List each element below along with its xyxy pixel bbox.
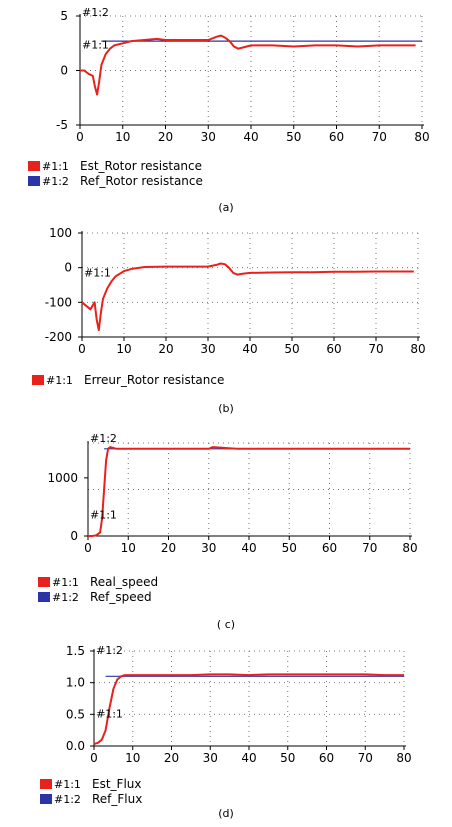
series-tag: #1:1 [84, 266, 111, 279]
x-tick-label: 30 [200, 342, 215, 356]
series-tag: #1:2 [82, 6, 109, 19]
y-tick-label: 0 [64, 261, 72, 275]
series-tag: #1:1 [90, 509, 117, 522]
x-tick-label: 30 [203, 751, 218, 765]
subfigure-caption: (a) [218, 201, 233, 214]
chart-3: 0 10 20 30 40 50 60 70 80 1.5 1.0 0.5 0.0 #1:2 #1:1 #1:… [40, 644, 412, 820]
x-tick-label: 80 [402, 541, 417, 555]
legend-swatch [28, 161, 40, 171]
x-tick-label: 10 [125, 751, 140, 765]
y-tick-label: 0 [70, 529, 78, 543]
y-tick-label: 0.5 [66, 707, 85, 721]
legend-tag: #1:1 [42, 160, 69, 173]
y-tick-label: 5 [60, 9, 68, 23]
x-tick-label: 10 [115, 130, 130, 144]
x-tick-label: 20 [161, 541, 176, 555]
y-tick-label: -200 [45, 330, 72, 344]
legend-swatch [32, 375, 44, 385]
subfigure-caption: (d) [218, 807, 234, 820]
legend-swatch [40, 794, 52, 804]
x-tick-label: 10 [116, 342, 131, 356]
x-tick-label: 80 [410, 342, 425, 356]
legend-swatch [38, 592, 50, 602]
x-tick-label: 70 [358, 751, 373, 765]
x-tick-label: 60 [322, 541, 337, 555]
y-tick-label: 100 [49, 226, 72, 240]
y-tick-label: 1.5 [66, 644, 85, 658]
legend-label: Erreur_Rotor resistance [84, 373, 224, 387]
series-tag: #1:1 [96, 708, 123, 721]
x-tick-label: 0 [76, 130, 84, 144]
legend-tag: #1:2 [42, 175, 69, 188]
legend-swatch [38, 577, 50, 587]
series-tag: #1:2 [96, 644, 123, 657]
y-tick-label: -5 [56, 118, 68, 132]
y-tick-label: 0 [60, 64, 68, 78]
x-tick-label: 70 [372, 130, 387, 144]
legend-label: Real_speed [90, 575, 158, 589]
legend-label: Ref_speed [90, 590, 152, 604]
y-tick-label: 1000 [47, 471, 78, 485]
x-tick-label: 40 [241, 751, 256, 765]
series-line [93, 673, 404, 746]
series-line [88, 446, 410, 537]
chart-2: 0 10 20 30 40 50 60 70 80 1000 0 #1:2 #1:1 #1:1 Real_s… [38, 432, 418, 631]
x-tick-label: 80 [414, 130, 429, 144]
legend-label: Est_Rotor resistance [80, 159, 202, 173]
x-tick-label: 60 [326, 342, 341, 356]
subfigure-caption: (b) [218, 402, 234, 415]
x-tick-label: 70 [368, 342, 383, 356]
x-tick-label: 40 [242, 342, 257, 356]
x-tick-label: 70 [362, 541, 377, 555]
x-tick-label: 20 [158, 130, 173, 144]
x-tick-label: 50 [284, 342, 299, 356]
chart-1: 0 10 20 30 40 50 60 70 80 100 0 -100 -200 #1:1 #1:1 Err… [32, 226, 426, 415]
x-tick-label: 30 [201, 541, 216, 555]
legend-swatch [28, 176, 40, 186]
x-tick-label: 0 [90, 751, 98, 765]
legend-swatch [40, 779, 52, 789]
x-tick-label: 50 [280, 751, 295, 765]
legend-label: Ref_Flux [92, 792, 142, 806]
x-tick-label: 50 [286, 130, 301, 144]
x-tick-label: 60 [319, 751, 334, 765]
x-tick-label: 40 [243, 130, 258, 144]
x-tick-label: 20 [158, 342, 173, 356]
legend-label: Est_Flux [92, 777, 141, 791]
x-tick-label: 30 [201, 130, 216, 144]
x-tick-label: 50 [282, 541, 297, 555]
series-tag: #1:2 [90, 432, 117, 445]
legend-tag: #1:1 [54, 778, 81, 791]
y-tick-label: 0.0 [66, 739, 85, 753]
legend-tag: #1:1 [46, 374, 73, 387]
series-tag: #1:1 [82, 39, 109, 52]
series-line [80, 34, 416, 96]
x-tick-label: 80 [396, 751, 411, 765]
x-tick-label: 10 [121, 541, 136, 555]
legend-tag: #1:2 [52, 591, 79, 604]
legend-tag: #1:2 [54, 793, 81, 806]
x-tick-label: 20 [164, 751, 179, 765]
legend-label: Ref_Rotor resistance [80, 174, 203, 188]
x-tick-label: 0 [84, 541, 92, 555]
x-tick-label: 0 [78, 342, 86, 356]
y-tick-label: -100 [45, 295, 72, 309]
x-tick-label: 60 [329, 130, 344, 144]
x-tick-label: 40 [241, 541, 256, 555]
series-line [81, 262, 414, 332]
legend-tag: #1:1 [52, 576, 79, 589]
subfigure-caption: ( c) [217, 618, 235, 631]
y-tick-label: 1.0 [66, 676, 85, 690]
